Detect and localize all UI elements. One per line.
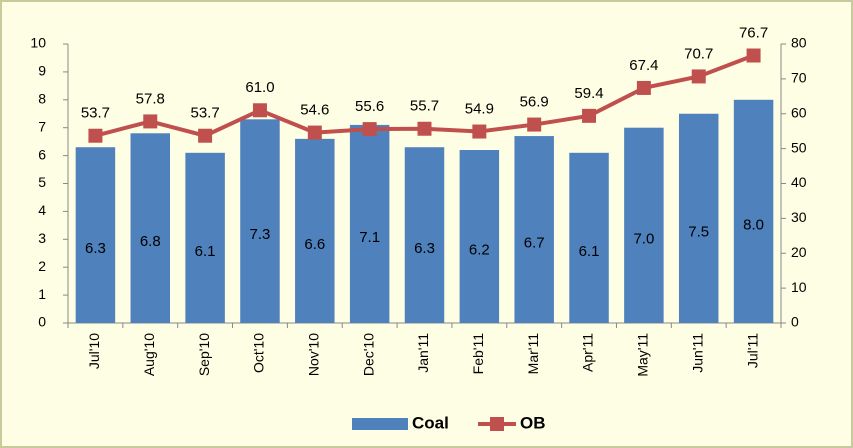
bar [295, 138, 335, 323]
y2-tick-label: 80 [791, 35, 807, 51]
y2-tick-label: 20 [791, 244, 807, 260]
y2-tick-label: 0 [791, 314, 799, 330]
marker [307, 125, 322, 140]
legend-marker [490, 417, 504, 431]
bar [185, 152, 225, 323]
bar-value-label: 6.8 [140, 233, 161, 250]
line-value-label: 53.7 [81, 105, 110, 122]
line-value-label: 56.9 [520, 94, 549, 111]
marker [252, 103, 267, 118]
marker [143, 114, 158, 129]
line-value-label: 61.0 [245, 79, 274, 96]
line-value-label: 55.7 [410, 98, 439, 115]
bar-value-label: 7.5 [688, 223, 709, 240]
y-tick-label: 3 [38, 230, 46, 246]
y-tick-label: 4 [38, 202, 46, 218]
bar [733, 99, 774, 323]
x-tick-label: Sep'10 [196, 333, 212, 376]
y2-tick-label: 50 [791, 139, 807, 155]
line-value-label: 59.4 [574, 85, 603, 102]
x-tick-label: Nov'10 [306, 333, 322, 376]
marker [636, 80, 651, 95]
bar-value-label: 8.0 [743, 216, 764, 233]
bar-value-label: 6.3 [85, 240, 106, 257]
bar [624, 127, 664, 323]
bar-value-label: 6.7 [524, 235, 545, 252]
marker [198, 128, 213, 143]
y-tick-label: 0 [38, 314, 46, 330]
bar [569, 152, 609, 323]
marker [472, 124, 487, 139]
y2-tick-label: 10 [791, 279, 807, 295]
line-value-label: 54.9 [465, 101, 494, 118]
bar [349, 124, 390, 323]
x-tick-label: Feb'11 [470, 333, 486, 375]
x-tick-label: Apr'11 [580, 333, 596, 372]
y2-tick-label: 60 [791, 104, 807, 120]
y-tick-label: 10 [30, 35, 46, 51]
bar-value-label: 7.3 [250, 226, 271, 243]
legend-label: OB [520, 413, 546, 432]
y2-tick-label: 70 [791, 70, 807, 86]
bar [130, 133, 171, 323]
bar [404, 147, 445, 323]
y-tick-label: 9 [38, 63, 46, 79]
line-value-label: 55.6 [355, 98, 384, 115]
y-tick-label: 5 [38, 174, 46, 190]
y2-tick-label: 40 [791, 174, 807, 190]
x-tick-label: Jul'11 [744, 333, 760, 368]
marker [582, 108, 597, 123]
x-tick-label: Aug'10 [141, 333, 157, 376]
bar [514, 136, 554, 323]
x-tick-label: Jun'11 [689, 333, 705, 373]
legend-swatch [352, 418, 408, 430]
x-tick-label: Oct'10 [251, 333, 267, 373]
y2-tick-label: 30 [791, 209, 807, 225]
bar [459, 150, 500, 323]
bar-value-label: 6.6 [304, 236, 325, 253]
bar-value-label: 6.2 [469, 241, 490, 258]
y-tick-label: 8 [38, 91, 46, 107]
marker [691, 69, 706, 84]
bar [240, 119, 280, 323]
bar-value-label: 6.3 [414, 240, 435, 257]
y-tick-label: 1 [38, 286, 46, 302]
line-value-label: 57.8 [136, 90, 165, 107]
y-tick-label: 7 [38, 118, 46, 134]
line-value-label: 67.4 [629, 57, 658, 74]
bar-value-label: 6.1 [579, 243, 600, 260]
line-value-label: 53.7 [191, 105, 220, 122]
x-tick-label: Mar'11 [525, 333, 541, 375]
line-value-label: 70.7 [684, 45, 713, 62]
marker [527, 117, 542, 132]
marker [88, 128, 103, 143]
marker [746, 48, 761, 63]
x-tick-label: Dec'10 [360, 333, 376, 376]
bar-value-label: 6.1 [195, 243, 216, 260]
marker [417, 121, 432, 136]
x-tick-label: Jul'10 [86, 333, 102, 369]
line-value-label: 54.6 [300, 102, 329, 119]
y-tick-label: 2 [38, 258, 46, 274]
legend-label: Coal [412, 413, 449, 432]
bar-value-label: 7.0 [633, 230, 654, 247]
line-value-label: 76.7 [739, 24, 768, 41]
marker [362, 122, 377, 137]
bar [75, 147, 116, 323]
bar-value-label: 7.1 [359, 229, 380, 246]
y-tick-label: 6 [38, 146, 46, 162]
x-tick-label: Jan'11 [415, 333, 431, 373]
bar [678, 113, 719, 323]
x-tick-label: May'11 [635, 333, 651, 377]
